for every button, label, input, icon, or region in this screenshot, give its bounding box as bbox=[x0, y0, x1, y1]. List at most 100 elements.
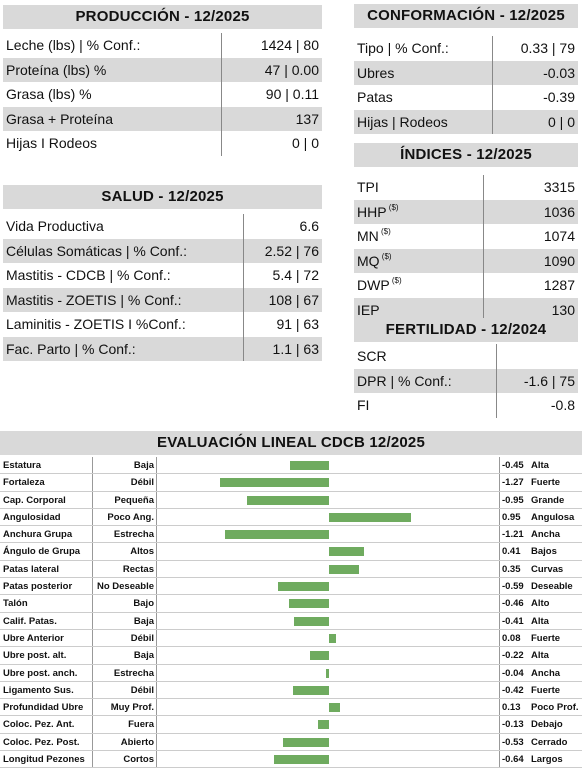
currency-superscript: ($) bbox=[386, 202, 399, 212]
fertilidad-section: FERTILIDAD - 12/2024 SCR DPR | % Conf.: -1… bbox=[354, 318, 578, 418]
lineal-value: -0.42 bbox=[502, 684, 524, 696]
currency-superscript: ($) bbox=[389, 276, 402, 286]
fertilidad-label: FI bbox=[357, 397, 370, 414]
indices-table: TPI 3315 HHP ($) 1036 MN ($) 1074 MQ ($) 1090 DW… bbox=[354, 175, 578, 322]
lineal-trait-name: Ubre post. anch. bbox=[3, 667, 78, 679]
salud-label: Mastitis - CDCB | % Conf.: bbox=[6, 267, 171, 284]
salud-value: 1.1 | 63 bbox=[243, 336, 322, 361]
lineal-bar bbox=[317, 720, 329, 730]
fertilidad-value: -0.8 bbox=[496, 393, 578, 418]
lineal-row: Coloc. Pez. Ant. Fuera -0.13 Debajo bbox=[0, 716, 582, 735]
salud-label: Mastitis - ZOETIS | % Conf.: bbox=[3, 287, 244, 312]
produccion-section: PRODUCCIÓN - 12/2025 Leche (lbs) | % Con… bbox=[3, 5, 322, 156]
lineal-trait-name: Estatura bbox=[3, 460, 42, 471]
salud-label: Células Somáticas | % Conf.: bbox=[3, 238, 244, 263]
conformacion-row: Hijas | Rodeos 0 | 0 bbox=[354, 109, 578, 134]
conformacion-row: Patas -0.39 bbox=[354, 85, 578, 110]
produccion-label: Proteína (lbs) % bbox=[3, 57, 222, 82]
lineal-value: -0.95 bbox=[502, 494, 524, 506]
lineal-high-label: Fuerte bbox=[531, 477, 561, 489]
lineal-value: -0.53 bbox=[502, 736, 524, 748]
conformacion-label: Ubres bbox=[354, 60, 493, 85]
lineal-value: -1.21 bbox=[502, 529, 524, 541]
lineal-trait-name: Patas lateral bbox=[3, 563, 59, 575]
lineal-row: Estatura Baja -0.45 Alta bbox=[0, 457, 582, 475]
lineal-low-label: Baja bbox=[133, 615, 154, 627]
produccion-value: 1424 | 80 bbox=[221, 33, 322, 58]
produccion-value: 90 | 0.11 bbox=[221, 82, 322, 107]
lineal-bar bbox=[329, 703, 341, 713]
lineal-trait-name: Longitud Pezones bbox=[3, 754, 85, 766]
currency-superscript: ($) bbox=[378, 227, 391, 237]
fertilidad-label: DPR | % Conf.: bbox=[354, 368, 497, 393]
indices-value: 1090 bbox=[482, 248, 578, 273]
lineal-title: EVALUACIÓN LINEAL CDCB 12/2025 bbox=[0, 431, 582, 455]
fertilidad-row: SCR bbox=[354, 344, 578, 369]
lineal-trait-name: Coloc. Pez. Post. bbox=[3, 736, 80, 748]
conformacion-value: 0.33 | 79 bbox=[491, 36, 578, 61]
lineal-trait-name: Profundidad Ubre bbox=[3, 702, 84, 714]
lineal-row: Ubre post. anch. Estrecha -0.04 Ancha bbox=[0, 664, 582, 683]
lineal-bar bbox=[329, 547, 365, 557]
lineal-row: Anchura Grupa Estrecha -1.21 Ancha bbox=[0, 526, 582, 544]
conformacion-label: Patas bbox=[357, 89, 393, 106]
fertilidad-title: FERTILIDAD - 12/2024 bbox=[354, 318, 578, 342]
lineal-bar bbox=[329, 564, 360, 574]
lineal-high-label: Deseable bbox=[531, 581, 573, 593]
lineal-bar bbox=[329, 512, 411, 522]
lineal-value: -0.45 bbox=[502, 460, 524, 471]
lineal-trait-name: Angulosidad bbox=[3, 511, 61, 523]
indices-label: HHP ($) bbox=[354, 199, 484, 224]
fertilidad-value bbox=[496, 344, 578, 369]
lineal-row: Angulosidad Poco Ang. 0.95 Angulosa bbox=[0, 508, 582, 527]
lineal-value: 0.35 bbox=[502, 563, 521, 575]
lineal-value: 0.13 bbox=[502, 702, 521, 714]
lineal-high-label: Bajos bbox=[531, 546, 557, 558]
indices-value: 130 bbox=[482, 297, 578, 322]
produccion-row: Grasa (lbs) % 90 | 0.11 bbox=[3, 82, 322, 107]
indices-label: MN ($) bbox=[357, 227, 391, 245]
salud-row: Células Somáticas | % Conf.: 2.52 | 76 bbox=[3, 238, 322, 263]
lineal-bar bbox=[293, 616, 329, 626]
lineal-row: Ángulo de Grupa Altos 0.41 Bajos bbox=[0, 543, 582, 562]
lineal-high-label: Alto bbox=[531, 598, 550, 610]
lineal-high-label: Largos bbox=[531, 754, 563, 766]
lineal-bar bbox=[292, 685, 329, 695]
lineal-value: 0.95 bbox=[502, 511, 521, 523]
lineal-high-label: Grande bbox=[531, 494, 565, 506]
lineal-value: -0.46 bbox=[502, 598, 524, 610]
lineal-bar bbox=[325, 668, 329, 678]
indices-row: IEP 130 bbox=[354, 297, 578, 322]
fertilidad-label: SCR bbox=[357, 348, 387, 365]
conformacion-value: -0.39 bbox=[491, 85, 578, 110]
lineal-high-label: Alta bbox=[531, 650, 549, 662]
indices-label: TPI bbox=[357, 179, 379, 196]
lineal-bar bbox=[219, 478, 329, 488]
lineal-table: Estatura Baja -0.45 Alta Fortaleza Débil -1.27… bbox=[0, 457, 582, 768]
produccion-value: 47 | 0.00 bbox=[221, 57, 322, 82]
produccion-value: 0 | 0 bbox=[221, 131, 322, 156]
salud-label: Laminitis - ZOETIS I %Conf.: bbox=[6, 316, 186, 333]
lineal-value: -0.64 bbox=[502, 754, 524, 766]
fertilidad-row: DPR | % Conf.: -1.6 | 75 bbox=[354, 368, 578, 393]
lineal-low-label: Baja bbox=[133, 650, 154, 662]
lineal-trait-name: Anchura Grupa bbox=[3, 529, 73, 541]
lineal-high-label: Poco Prof. bbox=[531, 702, 579, 714]
lineal-row: Ubre post. alt. Baja -0.22 Alta bbox=[0, 647, 582, 665]
lineal-row: Patas posterior No Deseable -0.59 Deseable bbox=[0, 578, 582, 596]
lineal-low-label: Débil bbox=[130, 632, 154, 644]
salud-row: Mastitis - CDCB | % Conf.: 5.4 | 72 bbox=[3, 263, 322, 288]
lineal-row: Coloc. Pez. Post. Abierto -0.53 Cerrado bbox=[0, 733, 582, 752]
lineal-row: Patas lateral Rectas 0.35 Curvas bbox=[0, 560, 582, 579]
lineal-low-label: Rectas bbox=[122, 563, 154, 575]
salud-label: Fac. Parto | % Conf.: bbox=[3, 336, 244, 361]
salud-row: Vida Productiva 6.6 bbox=[3, 214, 322, 239]
conformacion-table: Tipo | % Conf.: 0.33 | 79 Ubres -0.03 Patas -… bbox=[354, 36, 578, 134]
lineal-bar bbox=[290, 461, 329, 470]
lineal-high-label: Fuerte bbox=[531, 684, 561, 696]
lineal-low-label: Baja bbox=[133, 460, 154, 471]
lineal-high-label: Ancha bbox=[531, 529, 561, 541]
conformacion-label: Tipo | % Conf.: bbox=[357, 40, 449, 57]
lineal-bar bbox=[289, 599, 329, 609]
lineal-bar bbox=[278, 582, 329, 592]
